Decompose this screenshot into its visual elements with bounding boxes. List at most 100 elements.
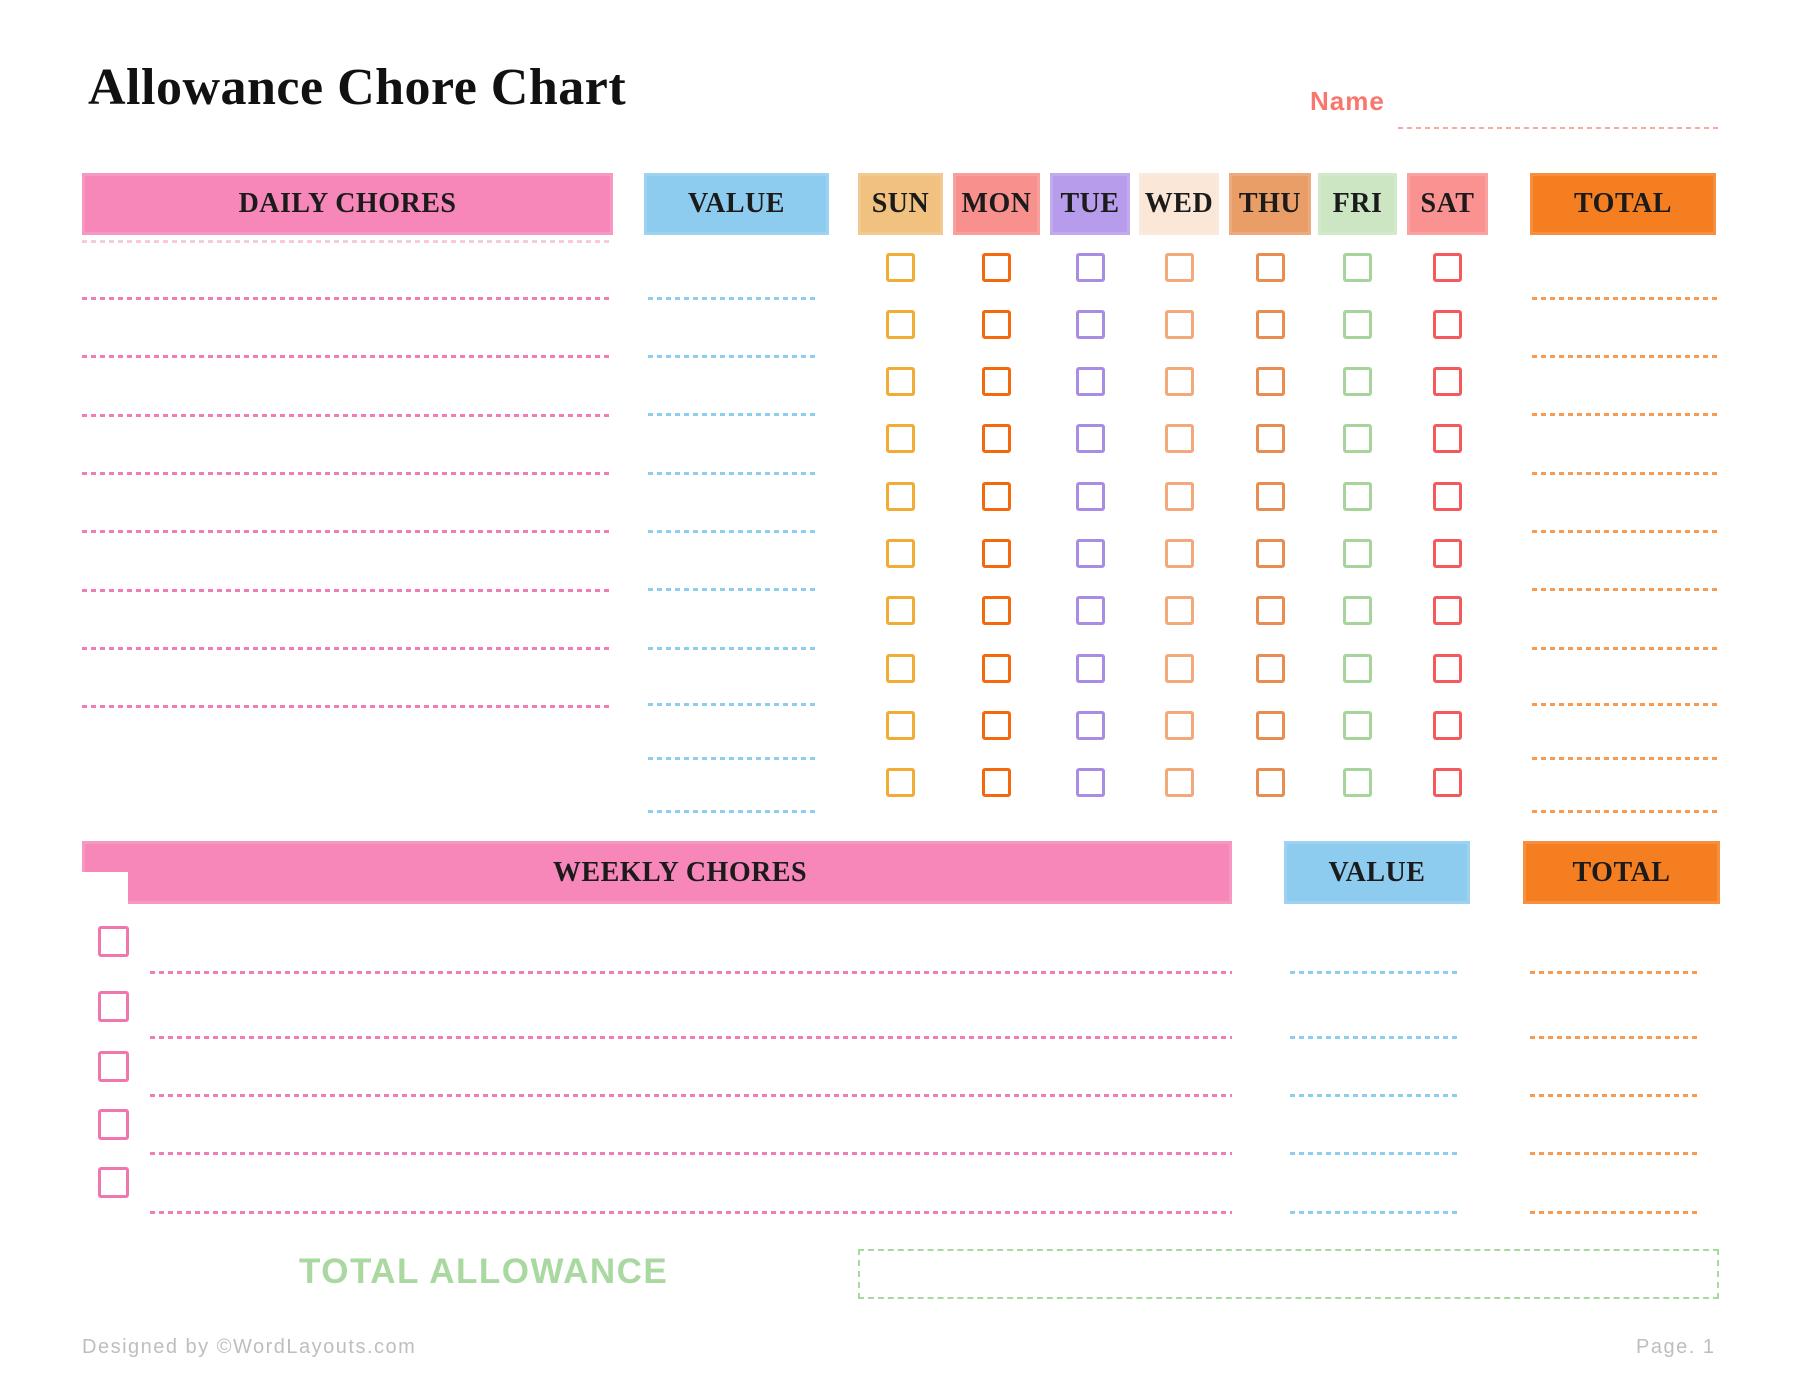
daily-checkbox-tue-r8[interactable]	[1075, 653, 1105, 683]
daily-checkbox-sat-r6[interactable]	[1433, 539, 1462, 569]
daily-chore-line-r1	[82, 297, 613, 300]
daily-total-line-r10	[1532, 810, 1718, 813]
daily-checkbox-wed-r9[interactable]	[1164, 711, 1194, 741]
daily-checkbox-tue-r5[interactable]	[1075, 481, 1105, 511]
daily-checkbox-wed-r4[interactable]	[1164, 424, 1194, 454]
daily-value-line-r10	[648, 810, 818, 813]
daily-checkbox-tue-r1[interactable]	[1075, 252, 1105, 282]
daily-total-header: TOTAL	[1530, 173, 1716, 235]
daily-checkbox-wed-r6[interactable]	[1164, 539, 1194, 569]
daily-checkbox-tue-r4[interactable]	[1075, 424, 1105, 454]
daily-checkbox-sat-r5[interactable]	[1433, 481, 1462, 511]
daily-checkbox-mon-r8[interactable]	[982, 653, 1011, 683]
daily-checkbox-fri-r4[interactable]	[1343, 424, 1372, 454]
daily-checkbox-tue-r7[interactable]	[1075, 596, 1105, 626]
daily-checkbox-thu-r8[interactable]	[1255, 653, 1285, 683]
weekly-total-line-r5	[1530, 1211, 1700, 1214]
daily-checkbox-sat-r7[interactable]	[1433, 596, 1462, 626]
daily-checkbox-thu-r1[interactable]	[1255, 252, 1285, 282]
daily-checkbox-sat-r4[interactable]	[1433, 424, 1462, 454]
daily-value-line-r3	[648, 413, 818, 416]
daily-total-line-r5	[1532, 530, 1718, 533]
weekly-total-line-r3	[1530, 1094, 1700, 1097]
daily-checkbox-fri-r9[interactable]	[1343, 711, 1372, 741]
weekly-total-line-r4	[1530, 1152, 1700, 1155]
daily-checkbox-wed-r8[interactable]	[1164, 653, 1194, 683]
weekly-header-notch	[82, 872, 128, 904]
daily-checkbox-sun-r10[interactable]	[886, 768, 915, 798]
name-label: Name	[1310, 86, 1385, 116]
daily-checkbox-fri-r5[interactable]	[1343, 481, 1372, 511]
daily-checkbox-tue-r9[interactable]	[1075, 711, 1105, 741]
daily-checkbox-fri-r2[interactable]	[1343, 309, 1372, 339]
weekly-checkbox-r3[interactable]	[98, 1050, 129, 1082]
daily-checkbox-sun-r7[interactable]	[886, 596, 915, 626]
daily-total-line-r8	[1532, 703, 1718, 706]
weekly-checkbox-r5[interactable]	[98, 1166, 129, 1198]
weekly-value-header: VALUE	[1284, 841, 1470, 904]
name-write-in-line[interactable]	[1398, 127, 1718, 129]
daily-checkbox-wed-r3[interactable]	[1164, 367, 1194, 397]
daily-checkbox-mon-r4[interactable]	[982, 424, 1011, 454]
daily-checkbox-sun-r6[interactable]	[886, 539, 915, 569]
daily-checkbox-sun-r3[interactable]	[886, 367, 915, 397]
daily-checkbox-fri-r1[interactable]	[1343, 252, 1372, 282]
daily-checkbox-sun-r4[interactable]	[886, 424, 915, 454]
daily-checkbox-tue-r2[interactable]	[1075, 309, 1105, 339]
day-header-sat: SAT	[1407, 173, 1488, 235]
day-header-thu: THU	[1229, 173, 1311, 235]
weekly-checkbox-r1[interactable]	[98, 925, 129, 957]
daily-checkbox-mon-r2[interactable]	[982, 309, 1011, 339]
daily-checkbox-fri-r7[interactable]	[1343, 596, 1372, 626]
daily-checkbox-fri-r10[interactable]	[1343, 768, 1372, 798]
daily-checkbox-tue-r6[interactable]	[1075, 539, 1105, 569]
daily-checkbox-sat-r10[interactable]	[1433, 768, 1462, 798]
daily-total-line-r3	[1532, 413, 1718, 416]
daily-checkbox-sun-r1[interactable]	[886, 252, 915, 282]
daily-checkbox-thu-r4[interactable]	[1255, 424, 1285, 454]
daily-checkbox-mon-r3[interactable]	[982, 367, 1011, 397]
daily-checkbox-sun-r5[interactable]	[886, 481, 915, 511]
daily-checkbox-sun-r8[interactable]	[886, 653, 915, 683]
daily-checkbox-wed-r10[interactable]	[1164, 768, 1194, 798]
daily-checkbox-thu-r7[interactable]	[1255, 596, 1285, 626]
weekly-value-line-r4	[1290, 1152, 1460, 1155]
weekly-checkbox-r4[interactable]	[98, 1108, 129, 1140]
weekly-checkbox-r2[interactable]	[98, 990, 129, 1022]
daily-checkbox-wed-r1[interactable]	[1164, 252, 1194, 282]
daily-checkbox-wed-r7[interactable]	[1164, 596, 1194, 626]
daily-checkbox-fri-r8[interactable]	[1343, 653, 1372, 683]
daily-checkbox-thu-r5[interactable]	[1255, 481, 1285, 511]
daily-checkbox-fri-r6[interactable]	[1343, 539, 1372, 569]
daily-checkbox-mon-r9[interactable]	[982, 711, 1011, 741]
daily-checkbox-sun-r2[interactable]	[886, 309, 915, 339]
daily-checkbox-thu-r6[interactable]	[1255, 539, 1285, 569]
daily-checkbox-sat-r9[interactable]	[1433, 711, 1462, 741]
daily-checkbox-wed-r5[interactable]	[1164, 481, 1194, 511]
daily-checkbox-thu-r2[interactable]	[1255, 309, 1285, 339]
day-header-tue: TUE	[1050, 173, 1130, 235]
daily-checkbox-mon-r6[interactable]	[982, 539, 1011, 569]
daily-checkbox-sun-r9[interactable]	[886, 711, 915, 741]
daily-checkbox-mon-r1[interactable]	[982, 252, 1011, 282]
weekly-chore-line-r2	[150, 1036, 1232, 1039]
daily-checkbox-mon-r7[interactable]	[982, 596, 1011, 626]
weekly-value-line-r1	[1290, 971, 1460, 974]
total-allowance-box[interactable]	[858, 1249, 1719, 1299]
weekly-value-line-r2	[1290, 1036, 1460, 1039]
daily-checkbox-sat-r8[interactable]	[1433, 653, 1462, 683]
daily-checkbox-sat-r3[interactable]	[1433, 367, 1462, 397]
weekly-value-line-r3	[1290, 1094, 1460, 1097]
daily-checkbox-tue-r3[interactable]	[1075, 367, 1105, 397]
daily-checkbox-thu-r10[interactable]	[1255, 768, 1285, 798]
daily-checkbox-thu-r9[interactable]	[1255, 711, 1285, 741]
daily-checkbox-thu-r3[interactable]	[1255, 367, 1285, 397]
daily-checkbox-fri-r3[interactable]	[1343, 367, 1372, 397]
daily-checkbox-mon-r5[interactable]	[982, 481, 1011, 511]
daily-checkbox-wed-r2[interactable]	[1164, 309, 1194, 339]
daily-checkbox-sat-r2[interactable]	[1433, 309, 1462, 339]
daily-value-line-r5	[648, 530, 818, 533]
daily-checkbox-tue-r10[interactable]	[1075, 768, 1105, 798]
daily-checkbox-mon-r10[interactable]	[982, 768, 1011, 798]
daily-checkbox-sat-r1[interactable]	[1433, 252, 1462, 282]
